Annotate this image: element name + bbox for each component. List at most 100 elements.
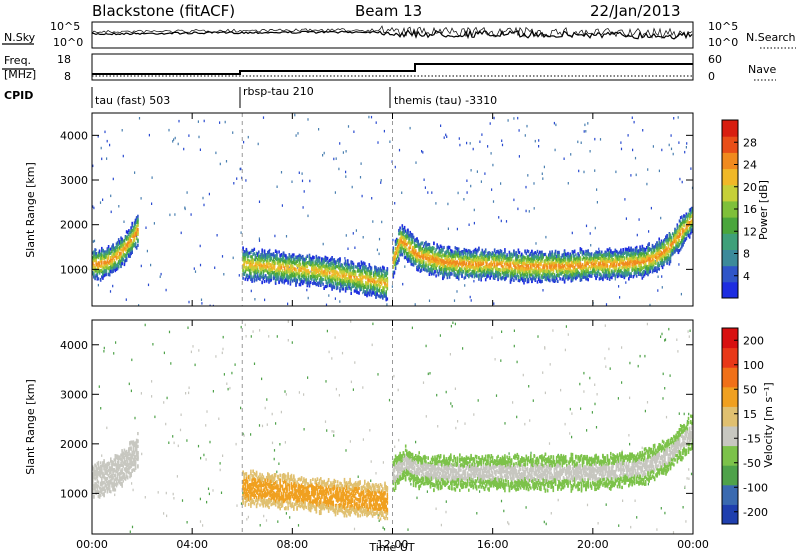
- power-echo-cell-2: [409, 254, 411, 258]
- power-echo-cell-2: [475, 259, 478, 263]
- power-echo-cell-2: [552, 263, 555, 267]
- freq-panel-frame: [91, 53, 694, 81]
- power-echo-cell-2: [533, 251, 535, 255]
- power-echo-cell-2: [451, 268, 453, 272]
- power-echo-cell-1: [304, 270, 306, 274]
- power-echo-cell-1: [259, 266, 261, 270]
- power-noise-pixel: [541, 172, 543, 175]
- power-echo-cell-2: [562, 277, 565, 281]
- power-echo-cell-2: [483, 265, 486, 269]
- power-echo-cell-2: [452, 264, 454, 269]
- power-echo-cell-2: [489, 262, 491, 266]
- power-noise-pixel: [528, 210, 530, 213]
- power-echo-cell-1: [269, 252, 271, 256]
- power-echo-cell-1: [378, 283, 381, 287]
- power-echo-cell-1: [382, 286, 384, 290]
- power-noise-pixel: [490, 152, 492, 155]
- power-echo-cell-1: [254, 255, 257, 259]
- power-echo-cell-2: [416, 244, 418, 248]
- power-echo-cell-2: [428, 251, 431, 255]
- power-noise-pixel: [202, 196, 204, 200]
- power-echo-cell-2: [516, 254, 519, 258]
- power-echo-cell-1: [359, 288, 361, 292]
- power-echo-cell-1: [385, 283, 387, 287]
- power-noise-pixel: [97, 135, 99, 138]
- power-echo-cell-2: [408, 258, 410, 262]
- power-echo-cell-1: [335, 275, 338, 279]
- power-echo-cell-2: [497, 270, 499, 275]
- power-echo-cell-0: [124, 236, 127, 240]
- power-echo-cell-1: [336, 283, 339, 287]
- power-echo-cell-2: [562, 270, 565, 274]
- power-echo-cell-1: [258, 250, 260, 254]
- power-noise-pixel: [481, 133, 483, 136]
- power-echo-cell-1: [255, 255, 258, 260]
- power-echo-cell-1: [347, 282, 349, 286]
- power-noise-pixel: [690, 167, 692, 170]
- power-echo-cell-0: [92, 265, 94, 269]
- power-echo-cell-2: [487, 258, 489, 262]
- power-echo-cell-1: [378, 275, 381, 279]
- power-echo-cell-1: [341, 282, 343, 286]
- power-echo-cell-1: [251, 248, 253, 252]
- power-echo-cell-2: [506, 258, 508, 263]
- power-echo-cell-2: [464, 275, 467, 279]
- power-echo-cell-2: [392, 265, 395, 269]
- power-echo-cell-2: [567, 266, 569, 270]
- power-noise-pixel: [243, 140, 245, 144]
- power-echo-cell-1: [329, 266, 331, 271]
- power-echo-cell-1: [315, 258, 318, 262]
- power-echo-cell-1: [254, 262, 257, 266]
- power-noise-pixel: [287, 302, 289, 306]
- power-echo-cell-1: [375, 267, 377, 272]
- power-echo-cell-2: [462, 251, 464, 256]
- power-echo-cell-0: [113, 249, 115, 253]
- power-echo-cell-2: [553, 275, 556, 279]
- power-echo-cell-2: [480, 261, 482, 265]
- power-noise-pixel: [347, 247, 349, 250]
- power-echo-cell-2: [559, 258, 561, 262]
- power-echo-cell-0: [131, 224, 133, 228]
- power-echo-cell-1: [290, 273, 293, 277]
- power-echo-cell-1: [306, 265, 309, 269]
- power-echo-cell-0: [96, 269, 99, 273]
- power-echo-cell-2: [406, 251, 408, 255]
- power-echo-cell-1: [252, 259, 254, 263]
- power-echo-cell-1: [289, 259, 292, 263]
- power-echo-cell-1: [326, 268, 329, 272]
- power-echo-cell-2: [545, 262, 548, 266]
- power-echo-cell-1: [305, 269, 307, 273]
- power-echo-cell-2: [407, 235, 409, 239]
- power-echo-cell-1: [276, 268, 278, 272]
- power-echo-cell-1: [384, 281, 386, 286]
- power-echo-cell-0: [115, 242, 118, 246]
- power-echo-cell-2: [532, 260, 534, 264]
- power-noise-pixel: [648, 230, 650, 233]
- power-echo-cell-2: [504, 248, 506, 252]
- power-echo-cell-1: [251, 260, 253, 264]
- power-echo-cell-2: [464, 255, 467, 259]
- power-echo-cell-1: [294, 267, 296, 271]
- power-echo-cell-2: [410, 257, 413, 262]
- power-echo-cell-2: [477, 267, 479, 271]
- power-echo-cell-0: [128, 232, 130, 236]
- power-echo-cell-2: [552, 275, 555, 279]
- power-echo-cell-1: [349, 268, 351, 272]
- power-echo-cell-1: [278, 272, 280, 276]
- power-echo-cell-2: [563, 259, 566, 263]
- power-echo-cell-0: [124, 255, 127, 259]
- power-echo-cell-2: [525, 260, 528, 264]
- power-echo-cell-2: [407, 257, 409, 261]
- power-echo-cell-1: [323, 257, 325, 261]
- power-echo-cell-2: [402, 240, 405, 244]
- power-echo-cell-2: [392, 248, 395, 252]
- power-echo-cell-2: [420, 241, 423, 245]
- power-echo-cell-2: [477, 249, 479, 253]
- power-noise-pixel: [620, 141, 622, 144]
- power-echo-cell-1: [316, 274, 319, 278]
- power-echo-cell-0: [107, 261, 110, 265]
- power-echo-cell-0: [134, 245, 137, 249]
- power-echo-cell-1: [252, 275, 254, 279]
- power-echo-cell-2: [394, 261, 397, 265]
- power-echo-cell-1: [382, 273, 384, 277]
